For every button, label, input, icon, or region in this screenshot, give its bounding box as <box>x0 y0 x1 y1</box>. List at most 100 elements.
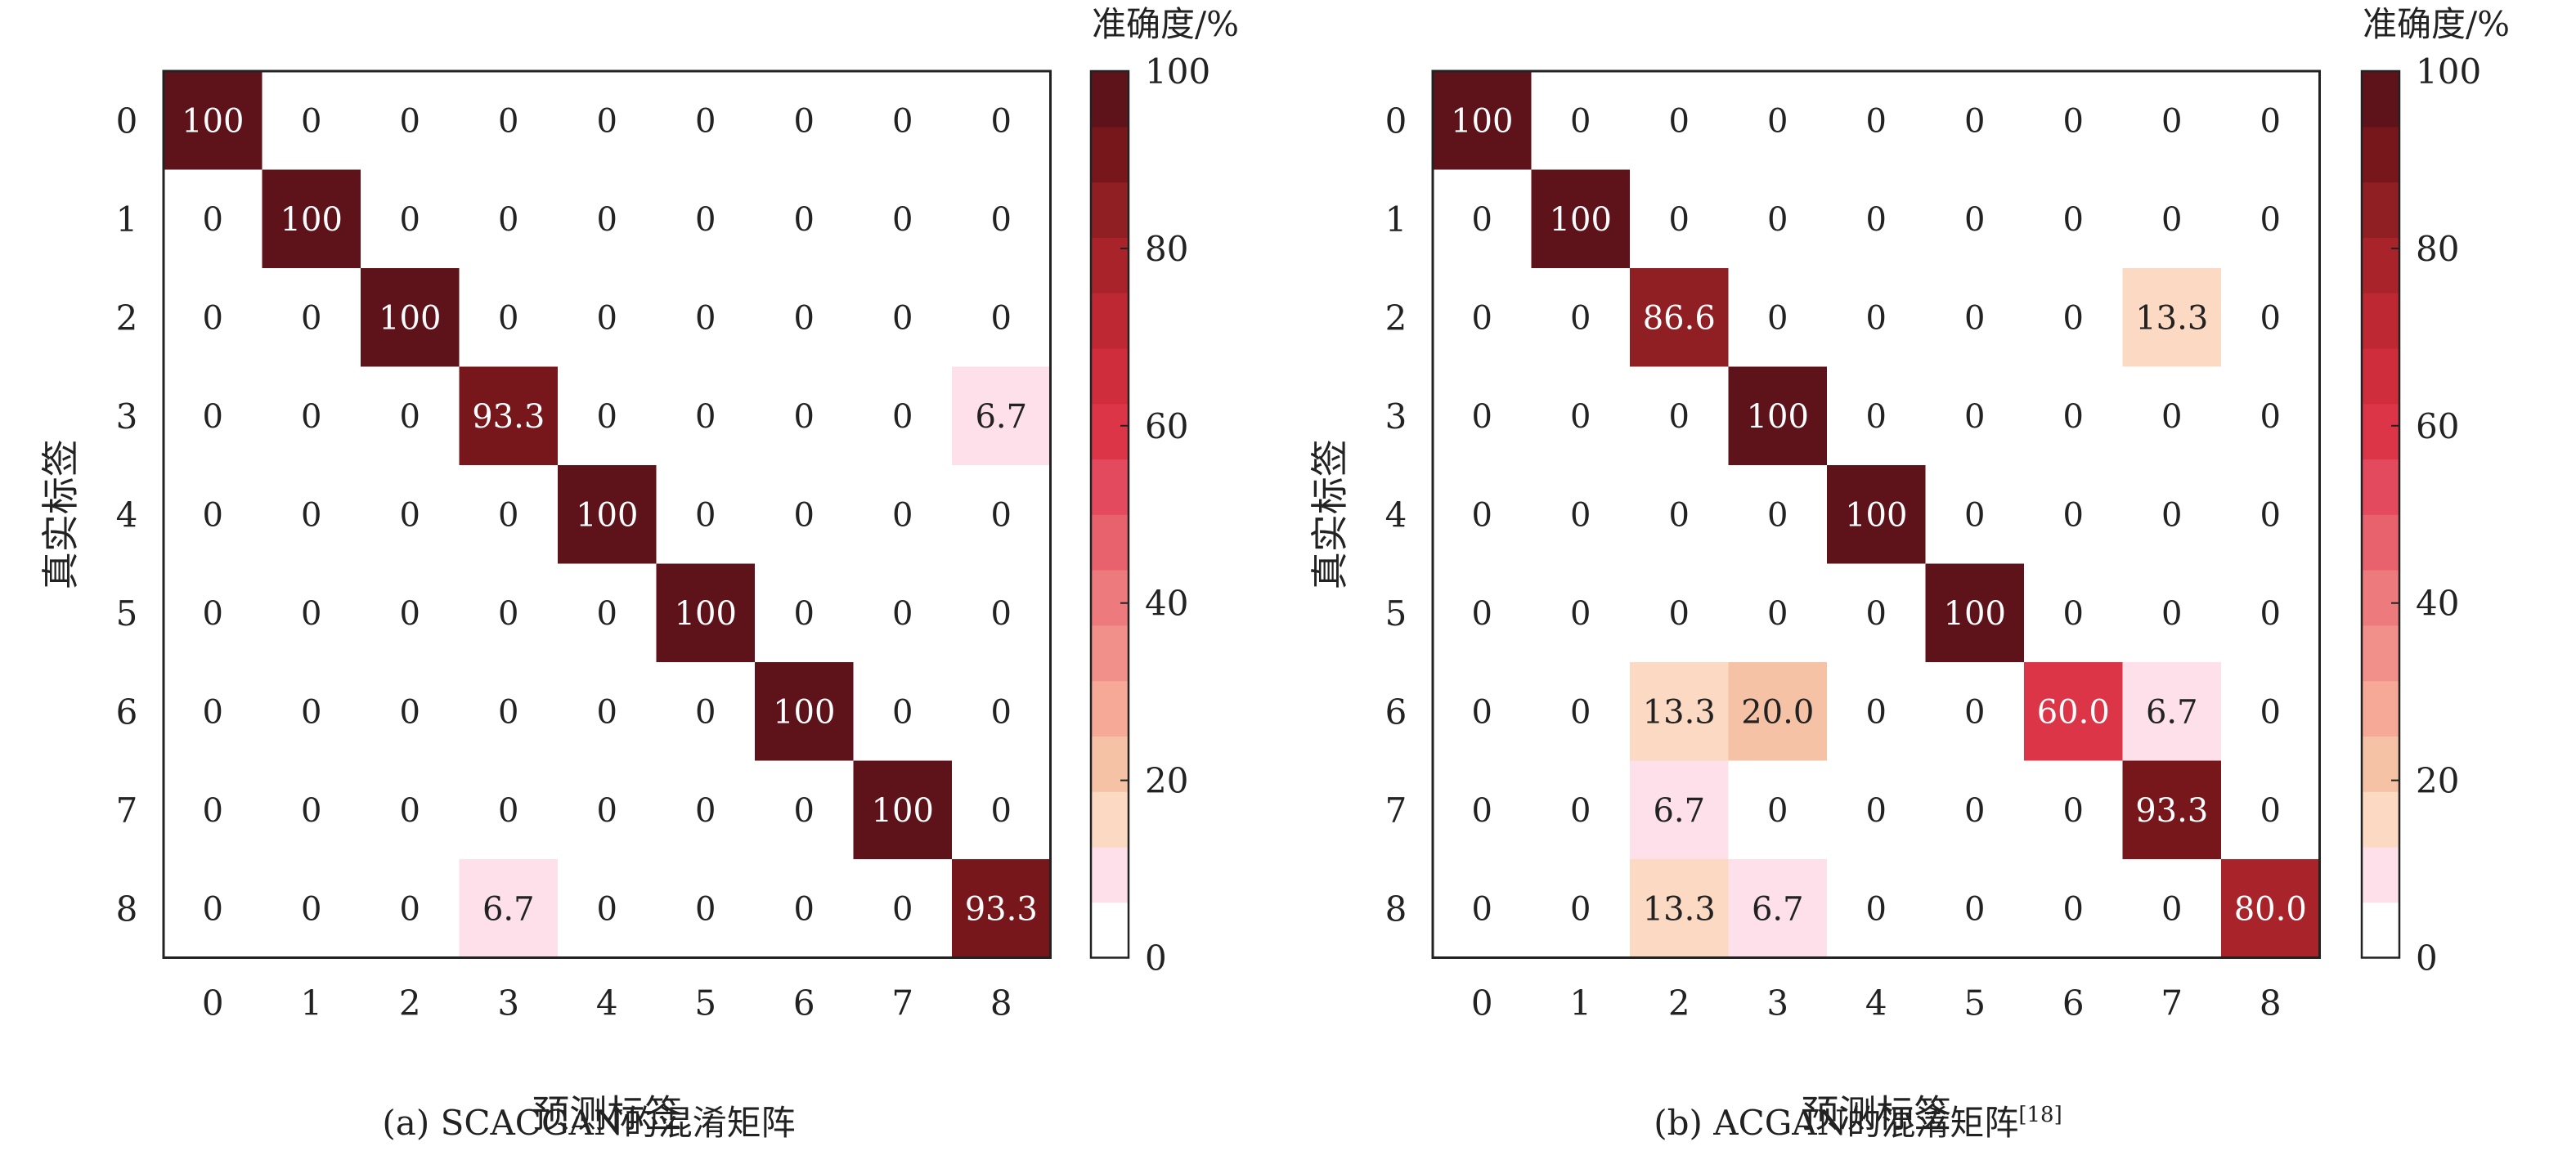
colorbar-tick-label: 0 <box>1145 938 1167 979</box>
cell-value: 0 <box>301 102 321 140</box>
cell-value: 0 <box>2063 792 2084 830</box>
y-tick-label: 4 <box>116 495 138 535</box>
y-tick-labels: 0 1 2 3 4 5 6 7 8 <box>1385 101 1407 929</box>
cell-value: 0 <box>400 102 420 140</box>
cell-value: 0 <box>1669 496 1690 534</box>
cell-value: 0 <box>1767 299 1788 337</box>
cell-value: 0 <box>1866 890 1887 928</box>
cell-value: 0 <box>1866 102 1887 140</box>
cell-value: 100 <box>1550 201 1612 239</box>
cell-value: 0 <box>794 496 815 534</box>
cell-value: 0 <box>794 398 815 436</box>
x-tick-label: 1 <box>300 983 322 1023</box>
colorbar-tick-label: 20 <box>2416 761 2459 801</box>
colorbar-segment <box>1091 514 1129 571</box>
colorbar-segment <box>1091 902 1129 959</box>
cell-value: 93.3 <box>472 398 545 436</box>
heatmap-cell <box>656 563 755 662</box>
colorbar-segment <box>1091 625 1129 682</box>
heatmap-cell <box>853 760 952 859</box>
cell-value: 0 <box>1669 398 1690 436</box>
x-tick-label: 6 <box>793 983 815 1023</box>
cell-value: 0 <box>597 299 617 337</box>
cell-value: 0 <box>794 792 815 830</box>
x-tick-label: 2 <box>399 983 421 1023</box>
colorbar-tick-label: 40 <box>2416 584 2459 624</box>
colorbar-frame <box>2360 69 2401 959</box>
cell-value: 0 <box>400 201 420 239</box>
cell-value: 0 <box>695 102 716 140</box>
cell-value: 0 <box>203 595 223 633</box>
cell-value: 0 <box>1866 299 1887 337</box>
colorbar-segment <box>2362 791 2399 848</box>
cell-value: 100 <box>576 496 638 534</box>
heatmap-cell <box>459 366 558 465</box>
caption: (b) ACGAN的混淆矩阵[18] <box>1654 1103 2062 1143</box>
colorbar-segment <box>2362 846 2399 903</box>
heatmap-cell <box>1728 662 1827 761</box>
cell-value: 20.0 <box>1741 693 1814 731</box>
colorbar-tick-label: 0 <box>2416 938 2438 979</box>
cell-value: 6.7 <box>2146 693 2198 731</box>
colorbar-segment <box>1091 570 1129 626</box>
cell-value: 0 <box>1964 299 1985 337</box>
cell-value: 0 <box>597 792 617 830</box>
heatmap-cell <box>1728 366 1827 465</box>
colorbar-segment <box>1091 403 1129 460</box>
cell-value: 0 <box>1570 102 1591 140</box>
colorbar-segment <box>2362 680 2399 737</box>
cell-value: 0 <box>400 693 420 731</box>
x-tick-label: 7 <box>891 983 913 1023</box>
cell-value: 6.7 <box>1752 890 1804 928</box>
x-tick-label: 2 <box>1668 983 1690 1023</box>
colorbar-frame <box>1089 69 1130 959</box>
cell-value: 0 <box>1866 693 1887 731</box>
cell-value: 0 <box>1964 496 1985 534</box>
cell-value: 0 <box>695 496 716 534</box>
cell-value: 0 <box>1570 299 1591 337</box>
cell-value: 100 <box>872 792 934 830</box>
cell-value: 0 <box>1472 299 1492 337</box>
cell-value: 0 <box>991 102 1012 140</box>
colorbar-segment <box>2362 736 2399 792</box>
cell-value: 0 <box>991 299 1012 337</box>
cell-value: 0 <box>2063 201 2084 239</box>
heatmap-cell <box>1433 71 1532 170</box>
cell-value: 0 <box>695 890 716 928</box>
cell-value: 0 <box>2161 496 2182 534</box>
heatmap-cell <box>1827 465 1926 564</box>
cell-value: 0 <box>892 398 913 436</box>
colorbar-tick-label: 100 <box>2416 52 2481 92</box>
y-tick-label: 8 <box>116 889 138 929</box>
cell-value: 100 <box>1451 102 1513 140</box>
cell-value: 93.3 <box>965 890 1038 928</box>
cell-value: 0 <box>794 299 815 337</box>
colorbar-segment <box>2362 403 2399 460</box>
x-axis-title: 预测标签 <box>532 1092 682 1136</box>
cell-value: 0 <box>400 496 420 534</box>
cell-value: 0 <box>1964 693 1985 731</box>
cell-value: 0 <box>1767 792 1788 830</box>
cell-value: 0 <box>1570 595 1591 633</box>
heatmap-cell <box>2122 760 2221 859</box>
caption-text: (b) ACGAN的混淆矩阵 <box>1654 1103 2018 1143</box>
y-tick-label: 5 <box>1385 593 1407 634</box>
y-tick-label: 2 <box>1385 298 1407 338</box>
cell-value: 0 <box>2063 595 2084 633</box>
y-tick-label: 3 <box>116 396 138 437</box>
y-tick-label: 7 <box>1385 790 1407 831</box>
y-tick-labels: 0 1 2 3 4 5 6 7 8 <box>116 101 138 929</box>
cell-value: 0 <box>2161 398 2182 436</box>
cell-value: 0 <box>794 890 815 928</box>
cell-value: 0 <box>498 496 518 534</box>
cell-value: 0 <box>1472 693 1492 731</box>
cell-value: 0 <box>794 201 815 239</box>
cell-value: 0 <box>2063 496 2084 534</box>
cell-value: 0 <box>695 693 716 731</box>
colorbar-tick-label: 100 <box>1145 52 1210 92</box>
cell-value: 0 <box>203 398 223 436</box>
x-tick-label: 3 <box>497 983 519 1023</box>
colorbar-segment <box>2362 181 2399 238</box>
cell-value: 0 <box>1472 595 1492 633</box>
cell-value: 93.3 <box>2135 792 2208 830</box>
